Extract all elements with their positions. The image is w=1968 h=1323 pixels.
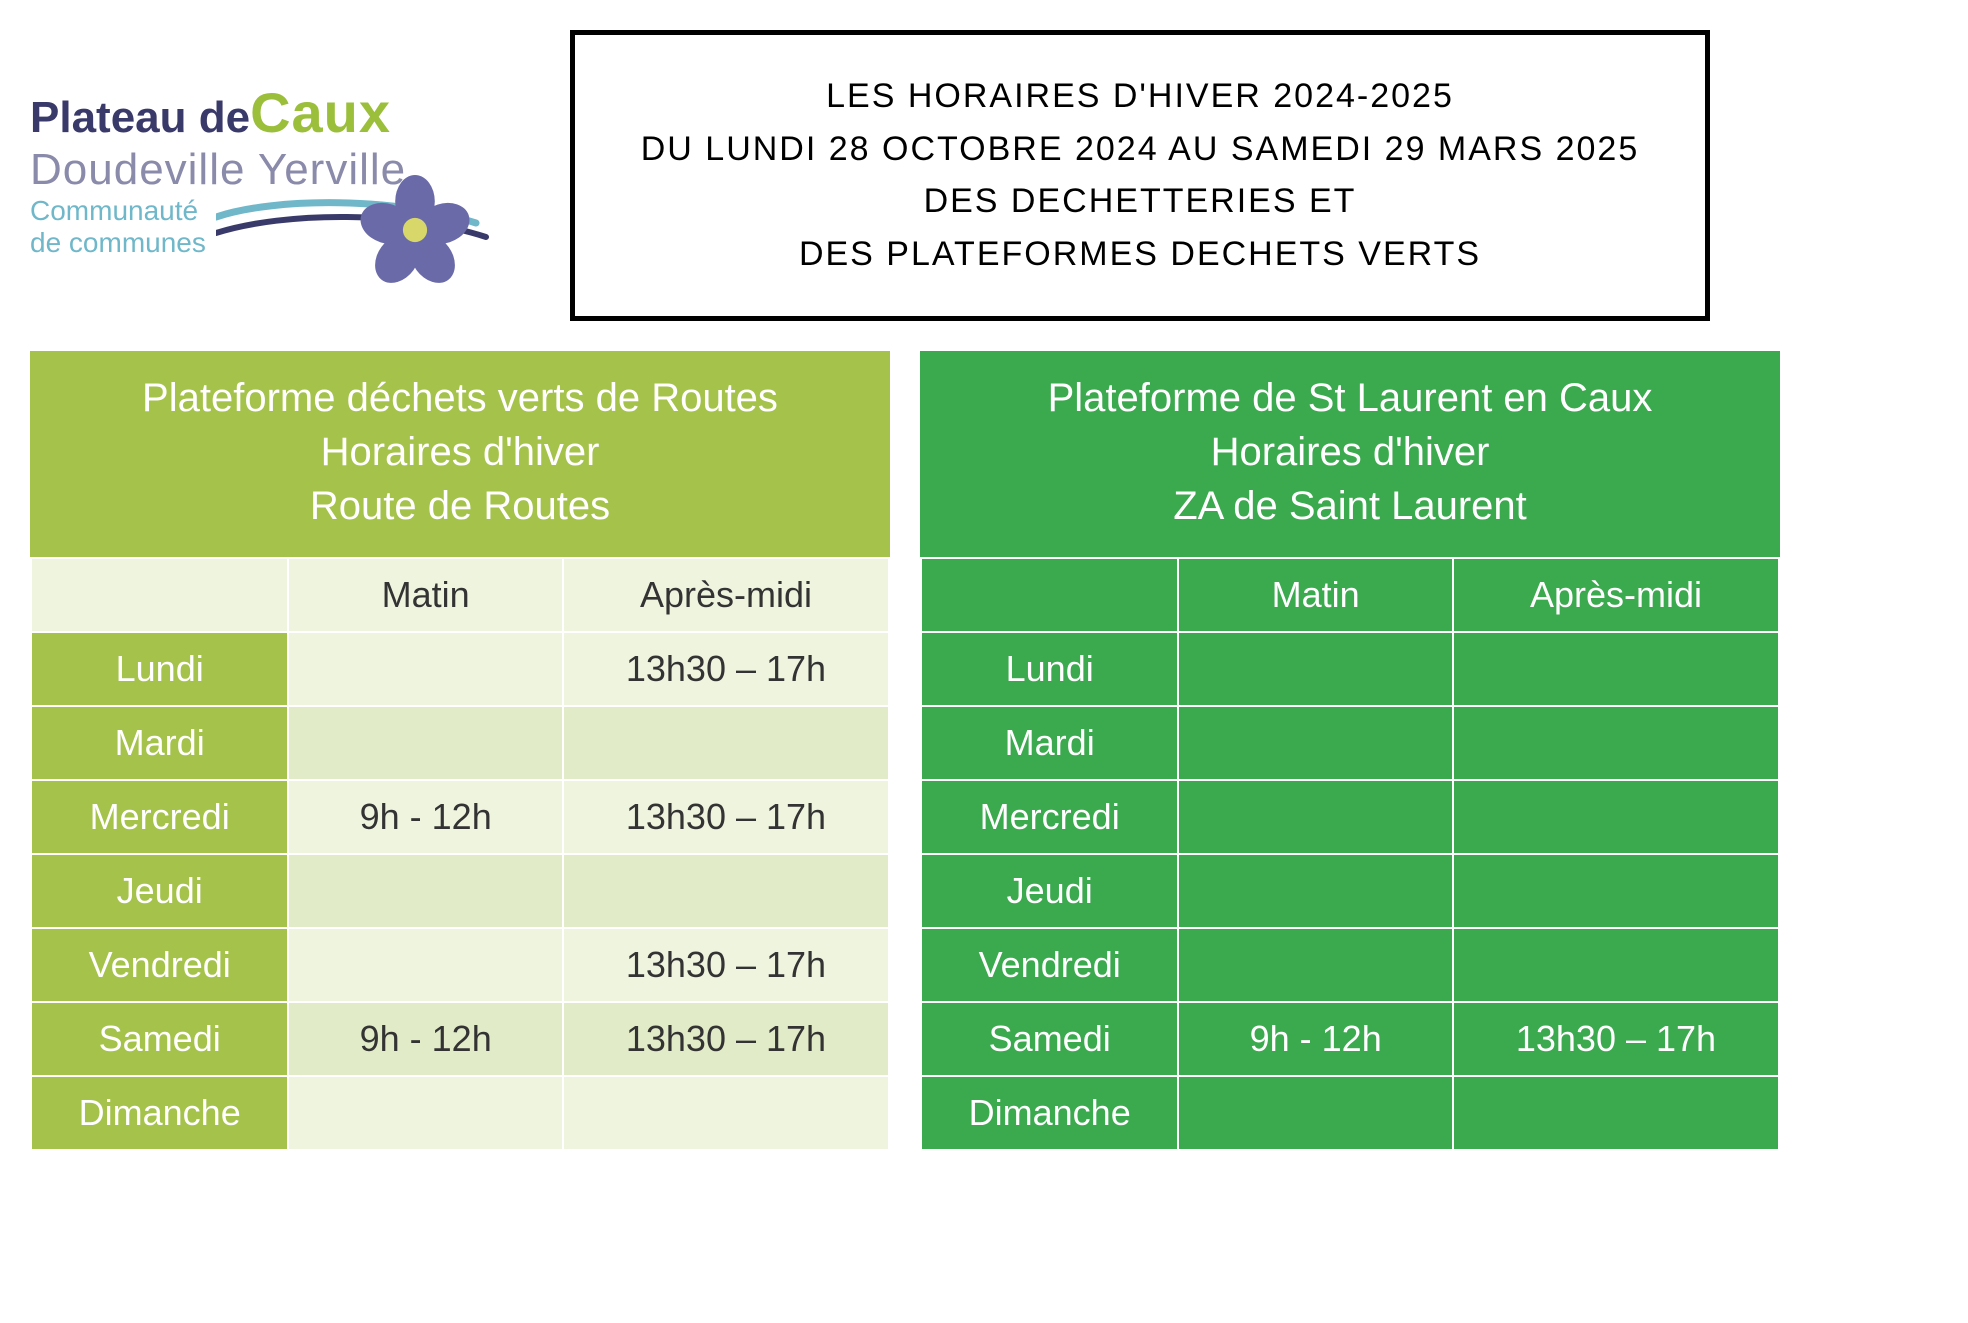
table-row: Mercredi9h - 12h13h30 – 17h [31, 780, 889, 854]
cell-apres: 13h30 – 17h [563, 928, 889, 1002]
cell-matin [288, 854, 563, 928]
table-row: Samedi9h - 12h13h30 – 17h [31, 1002, 889, 1076]
table-row: Vendredi 13h30 – 17h [31, 928, 889, 1002]
th-blank [921, 558, 1178, 632]
day-cell: Mercredi [31, 780, 288, 854]
flower-icon [360, 175, 470, 285]
table-row: Jeudi [921, 854, 1779, 928]
logo-swoosh [216, 189, 530, 249]
day-cell: Samedi [921, 1002, 1178, 1076]
table-header-row: Matin Après-midi [921, 558, 1779, 632]
th-apres: Après-midi [563, 558, 889, 632]
logo-plateau: Plateau de [30, 93, 250, 142]
day-cell: Vendredi [31, 928, 288, 1002]
card-routes-header: Plateforme déchets verts de Routes Horai… [30, 351, 890, 557]
table-row: Vendredi [921, 928, 1779, 1002]
title-line-3: DES DECHETTERIES ET [615, 175, 1665, 228]
th-blank [31, 558, 288, 632]
day-cell: Vendredi [921, 928, 1178, 1002]
routes-table: Matin Après-midi Lundi13h30 – 17h Mardi … [30, 557, 890, 1151]
cell-apres [563, 706, 889, 780]
cell-apres: 13h30 – 17h [1453, 1002, 1779, 1076]
day-cell: Mardi [31, 706, 288, 780]
table-row: Lundi [921, 632, 1779, 706]
cell-apres [563, 854, 889, 928]
day-cell: Dimanche [921, 1076, 1178, 1150]
cell-matin [1178, 928, 1453, 1002]
cell-apres [1453, 780, 1779, 854]
cell-apres: 13h30 – 17h [563, 780, 889, 854]
cell-apres: 13h30 – 17h [563, 632, 889, 706]
th-apres: Après-midi [1453, 558, 1779, 632]
day-cell: Jeudi [31, 854, 288, 928]
cell-apres: 13h30 – 17h [563, 1002, 889, 1076]
table-row: Dimanche [921, 1076, 1779, 1150]
stlaurent-table: Matin Après-midi Lundi Mardi Mercredi Je… [920, 557, 1780, 1151]
cell-matin: 9h - 12h [288, 780, 563, 854]
day-cell: Jeudi [921, 854, 1178, 928]
card-routes-h1: Plateforme déchets verts de Routes [40, 371, 880, 425]
card-stlaurent-h2: Horaires d'hiver [930, 425, 1770, 479]
cell-matin [1178, 780, 1453, 854]
title-line-1: LES HORAIRES D'HIVER 2024-2025 [615, 70, 1665, 123]
cell-matin [288, 632, 563, 706]
card-stlaurent-h3: ZA de Saint Laurent [930, 479, 1770, 533]
table-row: Mercredi [921, 780, 1779, 854]
cell-matin [1178, 706, 1453, 780]
top-row: Plateau deCaux Doudeville Yerville Commu… [30, 30, 1938, 321]
logo-line3a: Communauté [30, 195, 206, 227]
day-cell: Samedi [31, 1002, 288, 1076]
table-row: Mardi [31, 706, 889, 780]
card-stlaurent: Plateforme de St Laurent en Caux Horaire… [920, 351, 1780, 1151]
cell-matin [1178, 1076, 1453, 1150]
cell-matin [288, 706, 563, 780]
cell-matin [1178, 854, 1453, 928]
day-cell: Mardi [921, 706, 1178, 780]
table-row: Samedi9h - 12h13h30 – 17h [921, 1002, 1779, 1076]
day-cell: Lundi [921, 632, 1178, 706]
cell-apres [563, 1076, 889, 1150]
title-line-2: DU LUNDI 28 OCTOBRE 2024 AU SAMEDI 29 MA… [615, 123, 1665, 176]
cell-apres [1453, 1076, 1779, 1150]
table-header-row: Matin Après-midi [31, 558, 889, 632]
day-cell: Mercredi [921, 780, 1178, 854]
cell-apres [1453, 928, 1779, 1002]
th-matin: Matin [288, 558, 563, 632]
card-routes: Plateforme déchets verts de Routes Horai… [30, 351, 890, 1151]
card-routes-h2: Horaires d'hiver [40, 425, 880, 479]
cell-apres [1453, 706, 1779, 780]
cell-matin [288, 1076, 563, 1150]
table-row: Lundi 13h30 – 17h [31, 632, 889, 706]
th-matin: Matin [1178, 558, 1453, 632]
cell-matin: 9h - 12h [288, 1002, 563, 1076]
cell-matin [1178, 632, 1453, 706]
logo-line3b: de communes [30, 227, 206, 259]
day-cell: Dimanche [31, 1076, 288, 1150]
card-stlaurent-header: Plateforme de St Laurent en Caux Horaire… [920, 351, 1780, 557]
tables-row: Plateforme déchets verts de Routes Horai… [30, 351, 1938, 1151]
table-row: Jeudi [31, 854, 889, 928]
logo-caux: Caux [250, 81, 391, 144]
card-routes-h3: Route de Routes [40, 479, 880, 533]
cell-apres [1453, 854, 1779, 928]
table-row: Mardi [921, 706, 1779, 780]
card-stlaurent-h1: Plateforme de St Laurent en Caux [930, 371, 1770, 425]
logo-line1: Plateau deCaux [30, 80, 530, 145]
cell-matin [288, 928, 563, 1002]
day-cell: Lundi [31, 632, 288, 706]
cell-matin: 9h - 12h [1178, 1002, 1453, 1076]
cell-apres [1453, 632, 1779, 706]
table-row: Dimanche [31, 1076, 889, 1150]
title-line-4: DES PLATEFORMES DECHETS VERTS [615, 228, 1665, 281]
logo: Plateau deCaux Doudeville Yerville Commu… [30, 30, 530, 259]
title-box: LES HORAIRES D'HIVER 2024-2025 DU LUNDI … [570, 30, 1710, 321]
